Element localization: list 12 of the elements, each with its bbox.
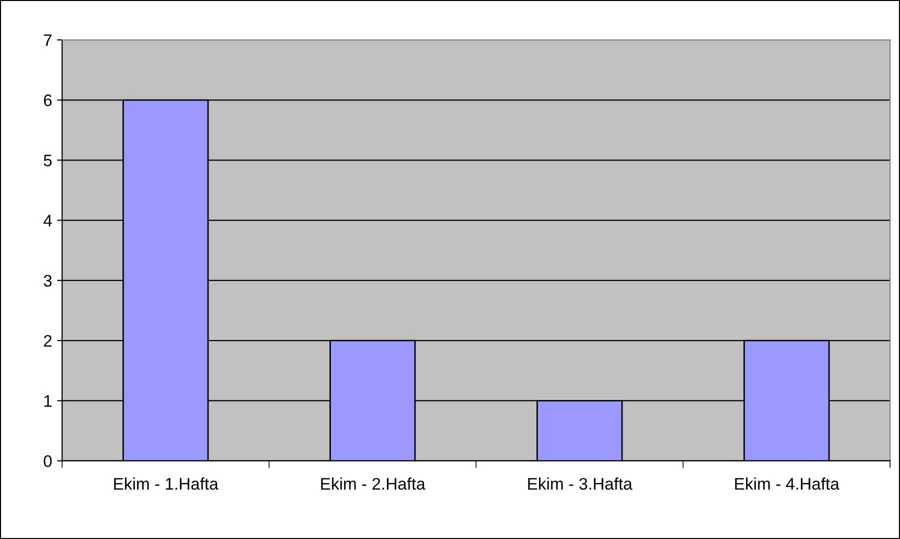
- y-tick-label: 6: [44, 94, 52, 106]
- y-tick-label: 4: [43, 214, 52, 226]
- y-tick-label: 1: [44, 395, 52, 407]
- x-tick-label: Ekim - 4.Hafta: [735, 478, 840, 490]
- y-tick-label: 3: [44, 274, 52, 287]
- y-tick-label: 7: [44, 34, 52, 46]
- x-tick-label: Ekim - 1.Hafta: [114, 478, 218, 490]
- x-tick-label: Ekim - 2.Hafta: [321, 478, 426, 490]
- y-tick-label: 5: [44, 154, 52, 166]
- y-tick-label: 0: [44, 455, 52, 468]
- x-tick-label: Ekim - 3.Hafta: [528, 478, 632, 490]
- y-tick-label: 2: [44, 334, 52, 347]
